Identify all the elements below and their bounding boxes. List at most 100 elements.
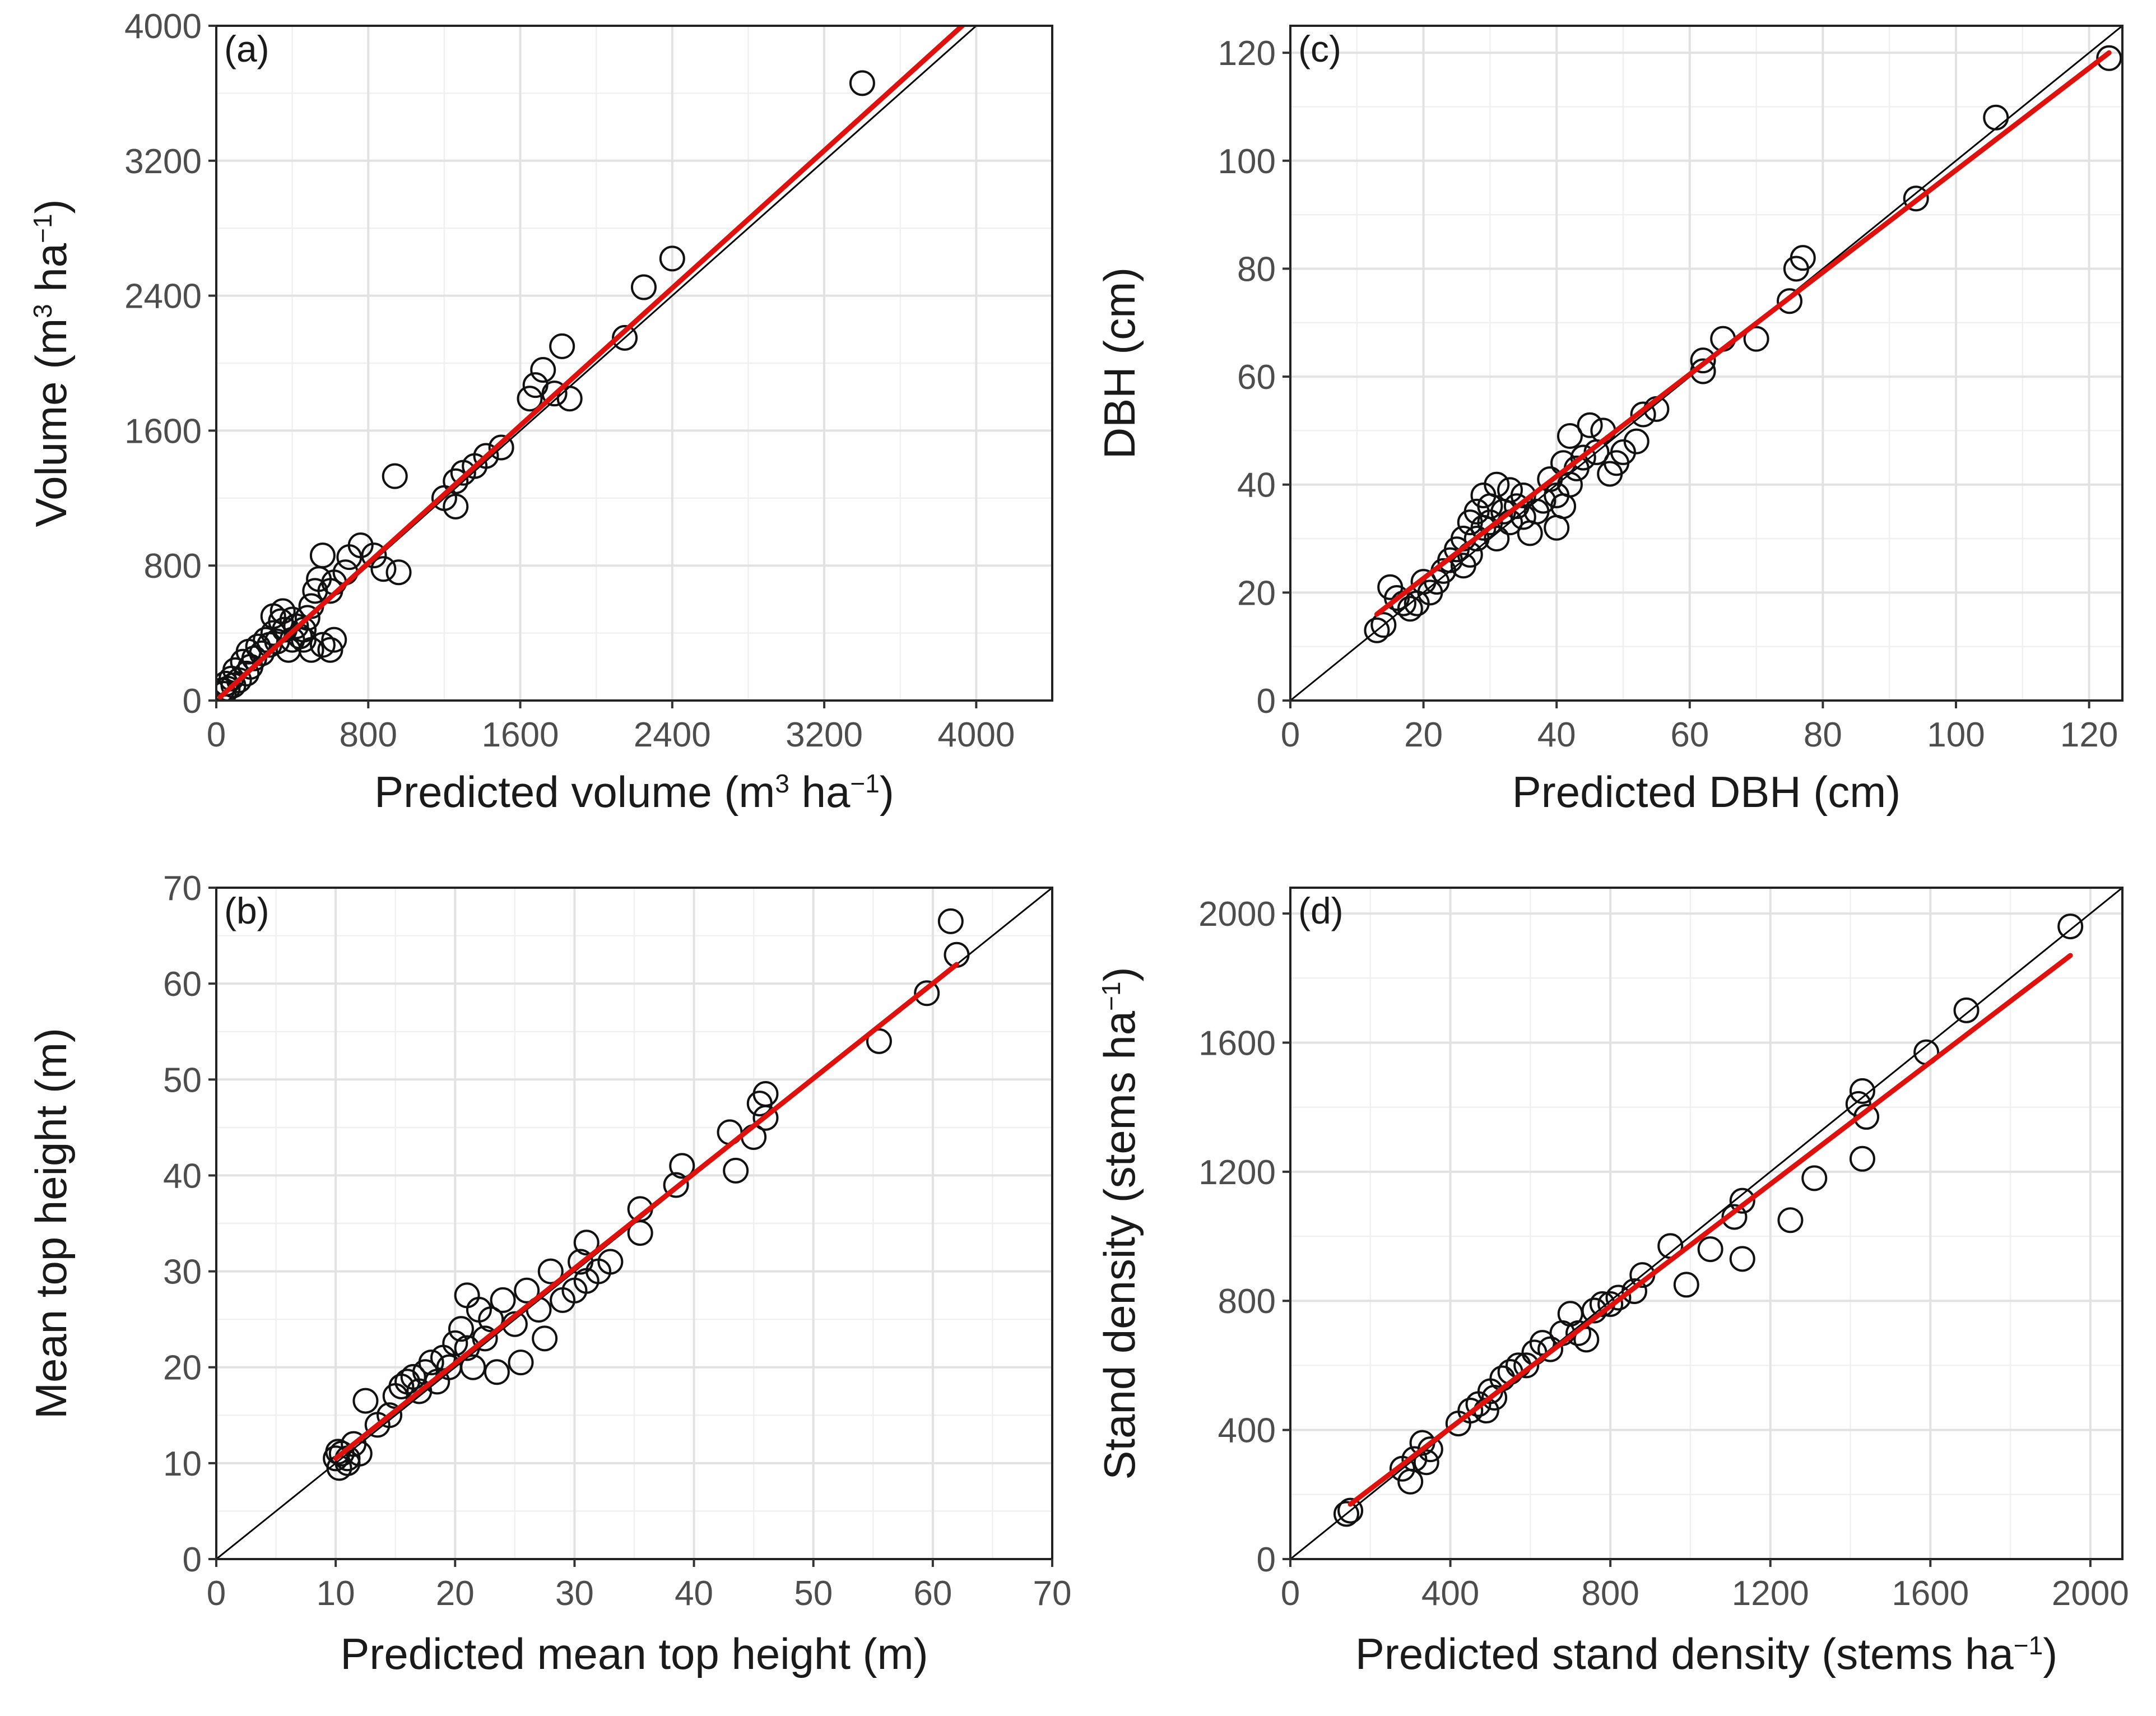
y-tick-label: 0 xyxy=(183,1541,202,1579)
data-point xyxy=(290,627,317,653)
data-layer xyxy=(1290,888,2122,1559)
data-point xyxy=(627,1220,653,1246)
y-tick-label: 50 xyxy=(163,1061,202,1100)
x-tick-label: 0 xyxy=(207,716,226,754)
data-point xyxy=(430,1344,456,1371)
data-point xyxy=(1397,1468,1424,1495)
data-point xyxy=(508,1349,534,1376)
data-point xyxy=(1404,590,1430,616)
y-tick-label: 3200 xyxy=(124,142,202,181)
data-point xyxy=(514,1277,540,1304)
panel-tag: (a) xyxy=(224,28,270,69)
plot-frame xyxy=(215,887,1053,1560)
data-point xyxy=(1517,520,1543,546)
data-point xyxy=(517,386,543,412)
data-point xyxy=(1621,1278,1647,1304)
data-point xyxy=(450,460,476,486)
data-layer xyxy=(216,0,1035,701)
data-point xyxy=(1556,423,1583,449)
x-tick-label: 1600 xyxy=(1892,1574,1969,1613)
data-point xyxy=(550,1287,576,1313)
y-tick-label: 4000 xyxy=(124,7,202,46)
data-point xyxy=(1337,1497,1364,1524)
data-point xyxy=(361,542,387,569)
data-point xyxy=(541,381,568,407)
x-tick-label: 800 xyxy=(340,716,397,754)
y-tick-label: 120 xyxy=(1218,34,1276,73)
data-point xyxy=(1729,1188,1755,1214)
data-point xyxy=(216,677,235,701)
y-tick-label: 800 xyxy=(144,547,202,586)
panel-a: 0 800 1600 2400 3200 4000 0 800 1600 2400 3200 4000… xyxy=(26,0,1053,817)
data-point xyxy=(1849,1078,1875,1104)
x-tick-label: 20 xyxy=(1404,716,1443,754)
data-point xyxy=(2057,913,2084,940)
x-tick-label: 70 xyxy=(1033,1574,1072,1613)
data-layer xyxy=(1290,26,2122,701)
x-tick-label: 100 xyxy=(1927,716,1985,754)
data-point xyxy=(302,578,328,604)
plot-frame xyxy=(215,25,1053,702)
data-point xyxy=(1333,1501,1359,1527)
data-point xyxy=(914,980,940,1007)
data-point xyxy=(1445,1411,1471,1437)
data-point xyxy=(530,357,556,383)
x-tick-label: 0 xyxy=(1281,716,1300,754)
y-tick-label: 60 xyxy=(1237,358,1276,397)
x-tick-label: 2000 xyxy=(2052,1574,2129,1613)
data-point xyxy=(443,493,469,520)
y-tick-label: 80 xyxy=(1237,250,1276,289)
data-point xyxy=(1577,412,1603,438)
fit-line xyxy=(333,962,959,1461)
panel-b: 0 10 20 30 40 50 60 70 0 10 20 30 40 50 60 70 (b) Predict… xyxy=(26,869,1071,1678)
y-tick-label: 0 xyxy=(1257,682,1276,721)
data-point xyxy=(317,637,343,663)
data-point xyxy=(1450,553,1476,579)
data-layer xyxy=(216,888,1052,1559)
data-point xyxy=(1953,997,1980,1023)
y-tick-label: 70 xyxy=(163,869,202,908)
y-tick-label: 60 xyxy=(163,965,202,1004)
data-point xyxy=(352,1388,379,1414)
x-axis-title: Predicted stand density (stems ha−1) xyxy=(1355,1629,2057,1678)
y-tick-label: 40 xyxy=(163,1157,202,1195)
x-tick-label: 4000 xyxy=(937,716,1015,754)
y-tick-label: 30 xyxy=(163,1253,202,1292)
data-point xyxy=(537,1258,564,1284)
data-point xyxy=(1597,461,1623,487)
data-point xyxy=(1465,1391,1491,1417)
data-point xyxy=(260,603,286,629)
y-tick-label: 0 xyxy=(183,682,202,721)
data-point xyxy=(488,434,514,461)
data-point xyxy=(1605,1284,1632,1311)
x-tick-label: 1200 xyxy=(1732,1574,1809,1613)
data-point xyxy=(1470,482,1497,508)
data-point xyxy=(1529,1330,1555,1356)
data-point xyxy=(1544,514,1570,541)
data-point xyxy=(1544,482,1570,508)
data-point xyxy=(454,1335,480,1361)
fit-line xyxy=(217,26,967,700)
x-axis-title: Predicted DBH (cm) xyxy=(1512,767,1901,817)
data-point xyxy=(283,613,309,639)
data-point xyxy=(253,627,279,653)
y-tick-label: 100 xyxy=(1218,142,1276,181)
data-point xyxy=(1721,1204,1748,1230)
data-point xyxy=(1729,1246,1755,1272)
data-point xyxy=(1801,1165,1828,1191)
y-tick-label: 20 xyxy=(163,1349,202,1388)
data-point xyxy=(937,908,964,934)
x-tick-label: 20 xyxy=(436,1574,475,1613)
x-axis-title: Predicted mean top height (m) xyxy=(340,1629,928,1678)
y-tick-label: 800 xyxy=(1218,1282,1276,1321)
x-tick-label: 40 xyxy=(1537,716,1576,754)
data-point xyxy=(1783,256,1809,282)
data-point xyxy=(370,556,397,582)
data-point xyxy=(663,1172,689,1198)
data-point xyxy=(568,1249,594,1275)
panel-tag: (d) xyxy=(1298,890,1344,931)
data-point xyxy=(1573,1327,1600,1353)
plot-frame xyxy=(1289,887,2124,1560)
x-tick-label: 3200 xyxy=(786,716,863,754)
data-point xyxy=(1012,0,1035,4)
